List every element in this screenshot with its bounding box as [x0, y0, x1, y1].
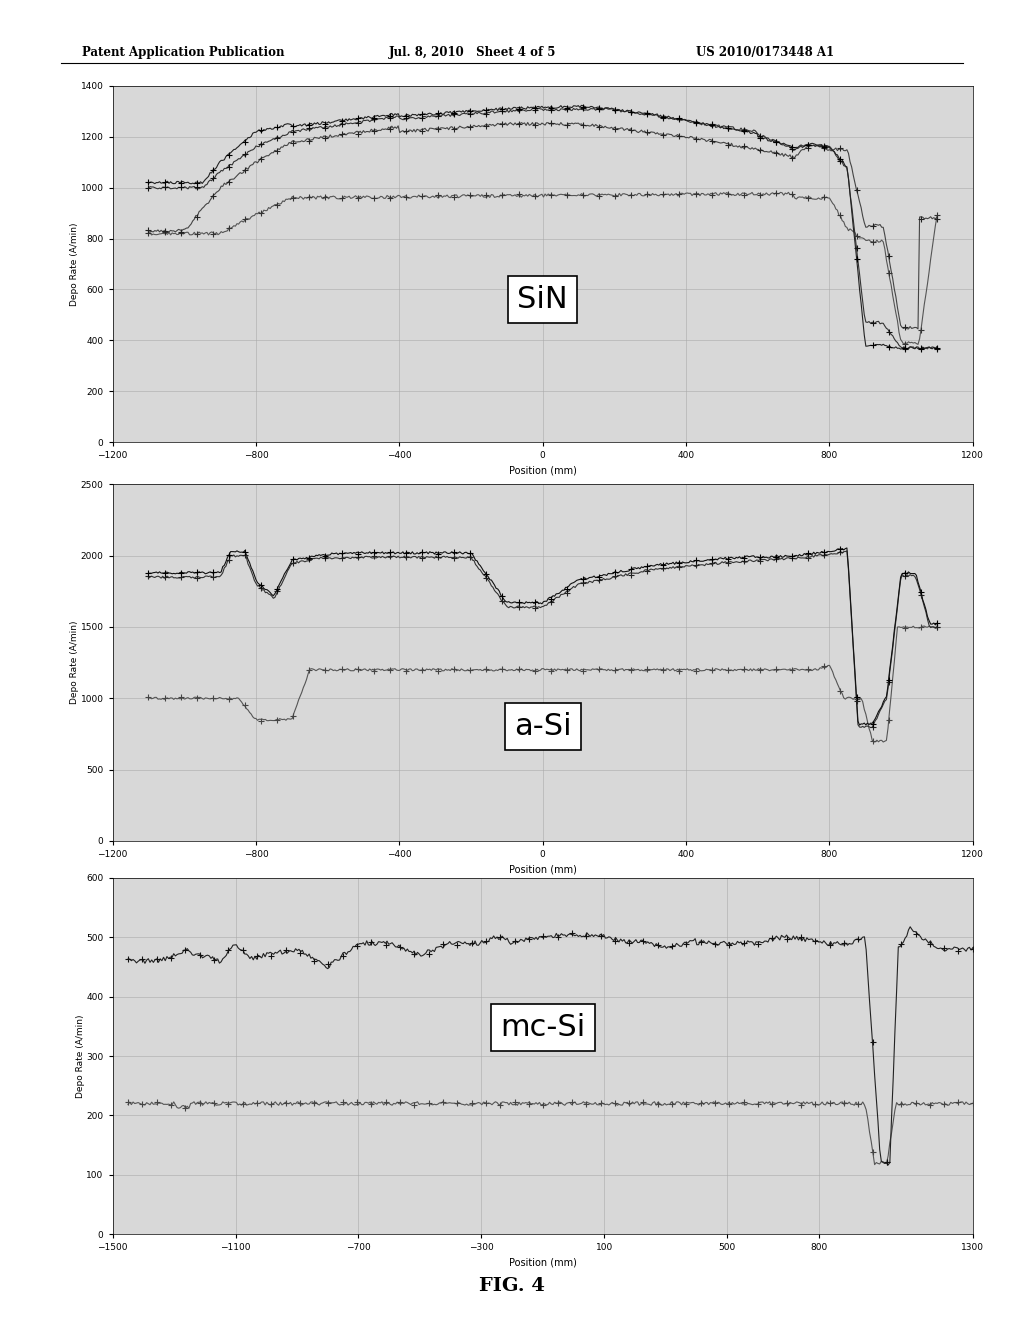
Text: Patent Application Publication: Patent Application Publication: [82, 46, 285, 59]
X-axis label: Position (mm): Position (mm): [509, 466, 577, 475]
Text: US 2010/0173448 A1: US 2010/0173448 A1: [696, 46, 835, 59]
Y-axis label: Depo Rate (A/min): Depo Rate (A/min): [71, 222, 79, 306]
X-axis label: Position (mm): Position (mm): [509, 1258, 577, 1267]
Text: a-Si: a-Si: [514, 713, 571, 742]
Text: SiN: SiN: [517, 285, 568, 314]
Y-axis label: Depo Rate (A/min): Depo Rate (A/min): [71, 620, 79, 705]
X-axis label: Position (mm): Position (mm): [509, 865, 577, 874]
Text: mc-Si: mc-Si: [500, 1012, 586, 1041]
Y-axis label: Depo Rate (A/min): Depo Rate (A/min): [76, 1014, 85, 1098]
Text: FIG. 4: FIG. 4: [479, 1276, 545, 1295]
Text: Jul. 8, 2010   Sheet 4 of 5: Jul. 8, 2010 Sheet 4 of 5: [389, 46, 556, 59]
